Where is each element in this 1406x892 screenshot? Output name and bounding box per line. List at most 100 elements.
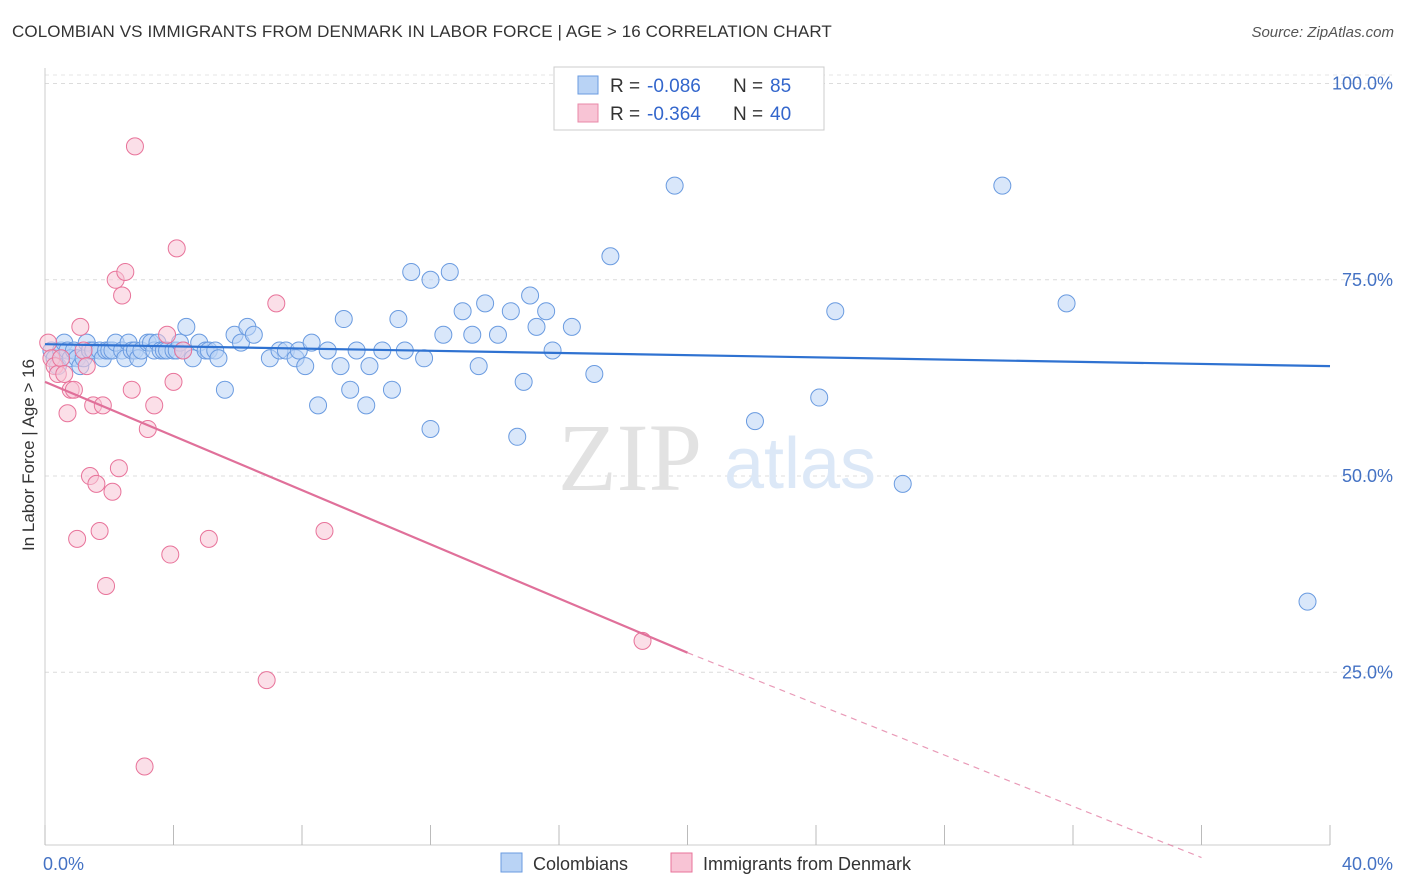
point-denmark xyxy=(52,349,71,368)
point-colombians xyxy=(382,380,401,399)
point-denmark xyxy=(135,757,154,776)
point-colombians xyxy=(1057,294,1076,313)
point-denmark xyxy=(267,294,286,313)
point-denmark xyxy=(55,365,74,383)
point-denmark xyxy=(164,372,183,391)
point-colombians xyxy=(514,372,533,391)
y-tick-label: 25.0% xyxy=(1342,662,1393,682)
point-colombians xyxy=(521,286,540,305)
legend-n-label: N = xyxy=(733,76,763,97)
point-colombians xyxy=(302,333,321,352)
watermark-zip: ZIP xyxy=(558,404,702,511)
legend-r-label: R = xyxy=(610,104,640,125)
chart-source: Source: ZipAtlas.com xyxy=(1251,24,1394,41)
gridlines xyxy=(45,74,1392,673)
point-colombians xyxy=(434,325,453,344)
series-legend: Colombians Immigrants from Denmark xyxy=(500,852,912,874)
point-colombians xyxy=(357,396,376,415)
point-denmark xyxy=(633,631,652,650)
point-denmark xyxy=(39,333,58,352)
point-denmark xyxy=(77,357,96,376)
legend-n-value: 40 xyxy=(770,104,791,125)
point-colombians xyxy=(810,388,829,407)
point-denmark xyxy=(145,396,164,415)
legend-n-value: 85 xyxy=(770,76,791,97)
legend-series-name: Immigrants from Denmark xyxy=(703,854,912,874)
legend-swatch-denmark-bottom xyxy=(670,852,693,873)
stats-legend: R = -0.086 N = 85 R = -0.364 N = 40 xyxy=(553,66,825,131)
point-colombians xyxy=(537,302,556,321)
point-denmark xyxy=(116,262,135,281)
x-tick-labels: 0.0% 40.0% xyxy=(43,854,1393,874)
point-denmark xyxy=(315,522,334,540)
point-colombians xyxy=(360,357,379,376)
point-colombians xyxy=(296,357,315,376)
point-colombians xyxy=(1298,592,1317,611)
point-colombians xyxy=(244,325,263,344)
point-colombians xyxy=(402,262,421,281)
point-denmark xyxy=(161,545,180,564)
point-colombians xyxy=(309,396,328,415)
watermark-atlas: atlas xyxy=(724,424,876,504)
point-denmark xyxy=(167,239,186,258)
point-colombians xyxy=(665,176,684,195)
point-colombians xyxy=(209,349,228,368)
legend-r-value: -0.364 xyxy=(647,104,701,125)
point-colombians xyxy=(415,349,434,368)
point-colombians xyxy=(501,302,520,321)
point-denmark xyxy=(90,522,109,540)
legend-swatch-colombians-bottom xyxy=(500,852,523,873)
point-colombians xyxy=(508,427,527,446)
point-colombians xyxy=(893,474,912,493)
y-tick-label: 50.0% xyxy=(1342,466,1393,486)
point-colombians xyxy=(826,302,845,321)
point-colombians xyxy=(476,294,495,313)
y-tick-label: 100.0% xyxy=(1332,74,1393,94)
x-tick-label-min: 0.0% xyxy=(43,854,84,874)
point-colombians xyxy=(585,365,604,383)
point-colombians xyxy=(562,317,581,336)
point-colombians xyxy=(331,357,350,376)
point-colombians xyxy=(389,310,408,329)
trend-line-colombians xyxy=(44,343,1331,368)
point-colombians xyxy=(440,262,459,281)
y-tick-labels: 25.0% 50.0% 75.0% 100.0% xyxy=(1332,74,1393,683)
point-denmark xyxy=(58,404,77,423)
legend-r-label: R = xyxy=(610,76,640,97)
point-colombians xyxy=(341,380,360,399)
stats-legend-box xyxy=(553,66,825,131)
chart-title: COLOMBIAN VS IMMIGRANTS FROM DENMARK IN … xyxy=(12,22,832,41)
data-points xyxy=(39,137,1317,776)
trend-lines xyxy=(44,343,1331,859)
legend-swatch-denmark xyxy=(577,103,599,123)
point-denmark xyxy=(199,529,218,548)
trend-line-denmark xyxy=(44,380,688,654)
point-denmark xyxy=(113,286,132,305)
point-denmark xyxy=(97,576,116,595)
point-colombians xyxy=(601,247,620,266)
point-denmark xyxy=(109,459,128,478)
x-tick-label-max: 40.0% xyxy=(1342,854,1393,874)
point-colombians xyxy=(453,302,472,321)
point-colombians xyxy=(318,341,337,360)
point-denmark xyxy=(68,529,87,548)
axes xyxy=(44,68,1331,846)
point-denmark xyxy=(158,325,177,344)
point-colombians xyxy=(993,176,1012,195)
point-denmark xyxy=(87,474,106,493)
point-denmark xyxy=(174,341,193,360)
point-colombians xyxy=(177,317,196,336)
point-colombians xyxy=(745,412,764,431)
point-colombians xyxy=(463,325,482,344)
point-colombians xyxy=(421,419,440,438)
point-colombians xyxy=(543,341,562,360)
legend-r-value: -0.086 xyxy=(647,76,701,97)
legend-n-label: N = xyxy=(733,104,763,125)
point-colombians xyxy=(469,357,488,376)
legend-series-name: Colombians xyxy=(533,854,628,874)
point-denmark xyxy=(71,317,90,336)
point-colombians xyxy=(527,317,546,336)
point-colombians xyxy=(215,380,234,399)
point-denmark xyxy=(257,671,276,690)
